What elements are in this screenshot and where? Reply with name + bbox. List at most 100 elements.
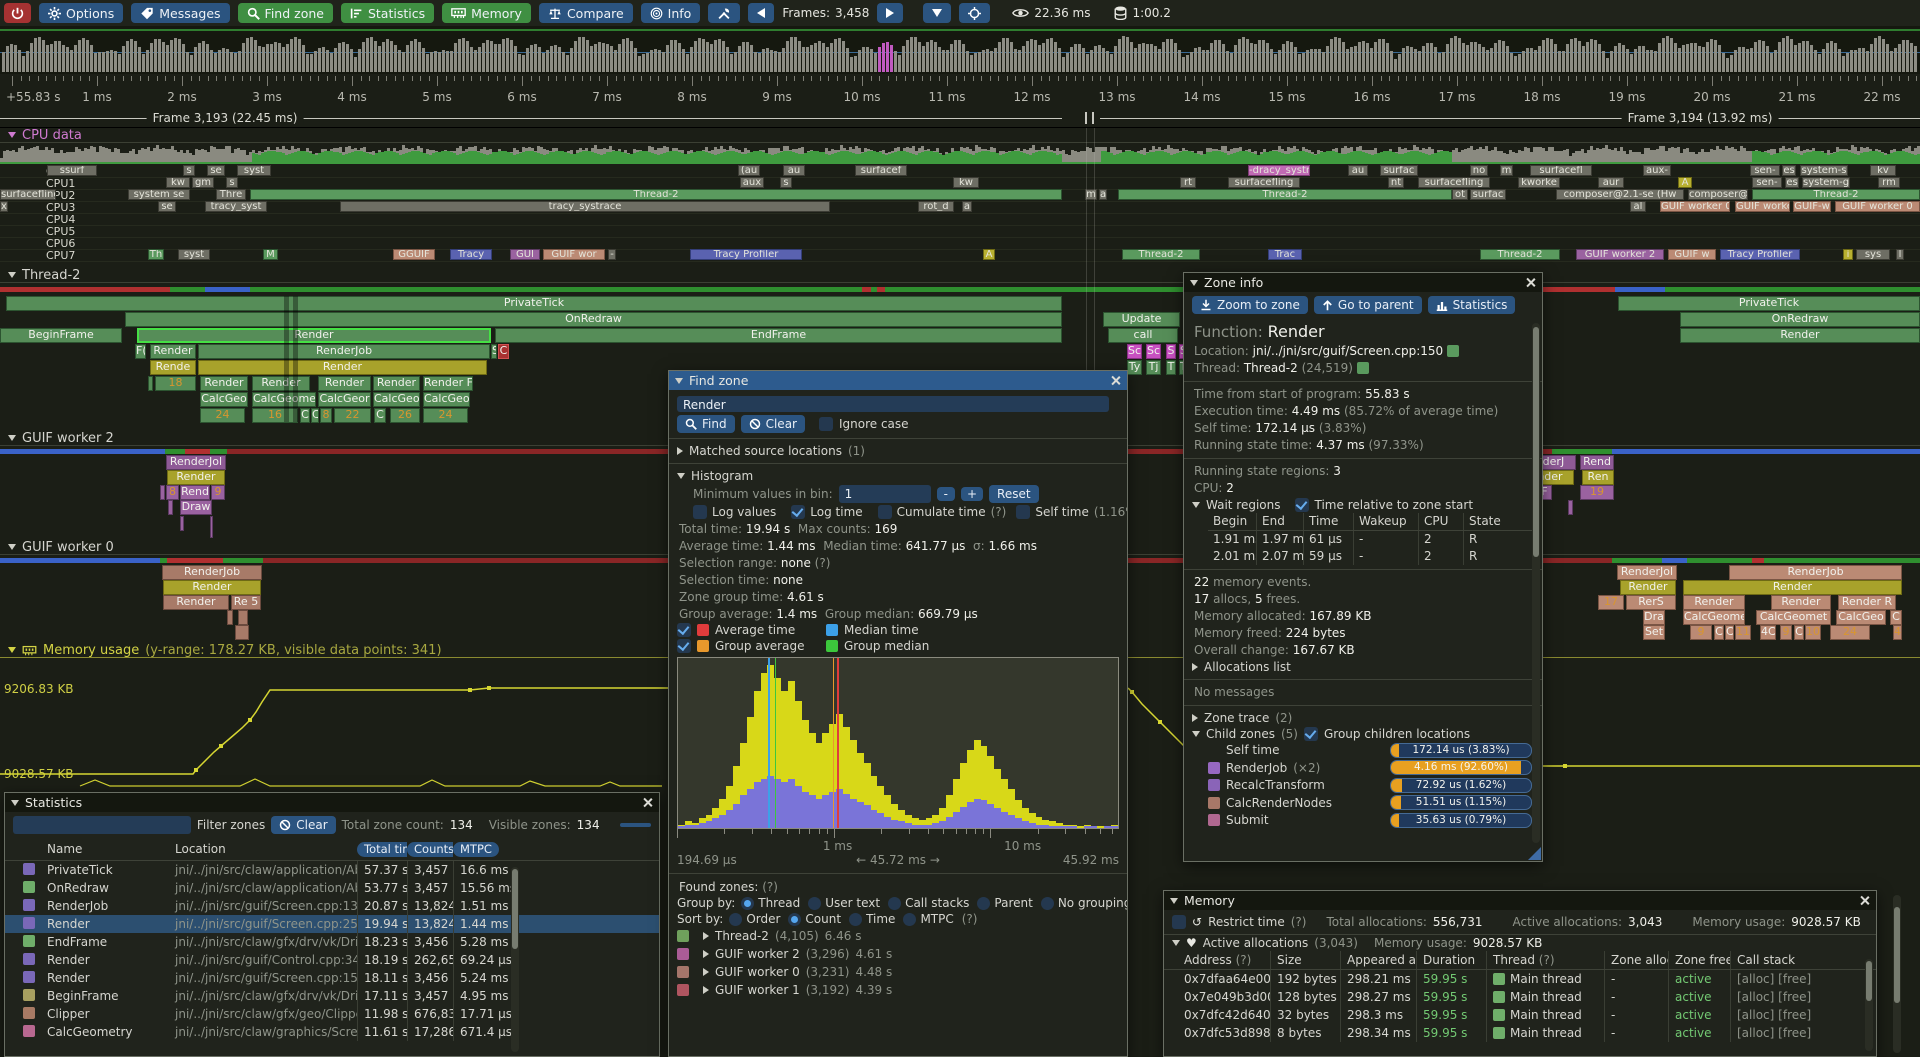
col-mtpc[interactable]: MTPC [453, 841, 499, 857]
timeline-zone[interactable]: Render [373, 376, 420, 391]
group-by-option[interactable]: No grouping [1040, 896, 1127, 910]
timeline-zone[interactable] [235, 625, 249, 640]
alloc-callstack-button[interactable]: [alloc] [1737, 990, 1775, 1004]
col-counts[interactable]: Counts [407, 841, 453, 857]
cpu-zone[interactable]: Tracy Profiler [1720, 249, 1800, 260]
cpu-zone[interactable]: Thread-2 [1118, 189, 1452, 200]
radio-icon[interactable] [808, 896, 822, 910]
cpu-zone[interactable]: sen- [1752, 177, 1782, 188]
radio-icon[interactable] [849, 912, 863, 926]
cpu-zone[interactable]: l [1896, 249, 1904, 260]
messages-button[interactable]: Messages [131, 3, 230, 23]
cpu-zone[interactable]: al [1630, 201, 1646, 212]
option-checkbox[interactable] [1016, 505, 1031, 519]
group-by-option[interactable]: User text [808, 896, 880, 910]
radio-icon[interactable] [1040, 896, 1054, 910]
next-frame-button[interactable] [877, 3, 904, 23]
info-button[interactable]: Info [640, 3, 701, 23]
min-bin-input[interactable]: 1 [838, 485, 931, 503]
cpu-zone[interactable]: system se [128, 189, 190, 200]
timeline-zone[interactable]: C [1725, 625, 1734, 640]
search-input[interactable]: Render [677, 396, 1109, 412]
timeline-zone[interactable]: EndFrame [495, 328, 1062, 343]
timeline-zone[interactable]: PrivateTick [1618, 296, 1920, 311]
cpu-zone[interactable]: surfacef [855, 165, 907, 176]
active-allocations-row[interactable]: ♥ Active allocations (3,043) Memory usag… [1164, 935, 1876, 951]
timeline-zone[interactable]: Render [318, 376, 371, 391]
statistics-row[interactable]: Render jni/../jni/src/guif/Control.cpp:3… [5, 951, 659, 969]
timeline-zone[interactable]: RenderJob [1729, 565, 1902, 580]
timeline-zone[interactable]: Render [1620, 580, 1676, 595]
cpu-zone[interactable]: x [0, 201, 8, 212]
legend-checkbox[interactable] [677, 623, 691, 637]
timeline-zone[interactable]: BeginFrame [0, 328, 122, 343]
timeline-zone[interactable]: 8 [166, 485, 179, 500]
col-duration[interactable]: Duration [1416, 951, 1486, 969]
cpu-zone[interactable]: composer@ [1688, 189, 1748, 200]
timeline-zone[interactable]: C [1890, 610, 1902, 625]
timeline-zone[interactable]: Rende [150, 360, 196, 375]
frame-band[interactable]: Frame 3,193 (22.45 ms) Frame 3,194 (13.9… [0, 110, 1920, 128]
cpu-zone[interactable]: m [1500, 165, 1513, 176]
sort-by-option[interactable]: Count [788, 912, 841, 926]
cpu-zone[interactable]: GGUIF [393, 249, 435, 260]
close-icon[interactable] [1110, 375, 1121, 386]
timeline-zone[interactable]: 4 [1893, 625, 1902, 640]
allocation-row[interactable]: 0x7dfc42d640 32 bytes 298.3 ms 59.95 s M… [1164, 1006, 1876, 1024]
option-checkbox[interactable] [791, 505, 806, 519]
timeline-zone[interactable]: OnRedraw [125, 312, 1062, 327]
cpu-zone[interactable]: m [1085, 189, 1097, 200]
col-size[interactable]: Size [1270, 951, 1340, 969]
timeline-zone[interactable]: T [1166, 360, 1176, 375]
legend-checkbox[interactable] [677, 639, 691, 653]
cpu-zone[interactable]: kworke [1518, 177, 1560, 188]
statistics-row[interactable]: OnRedraw jni/../jni/src/claw/application… [5, 879, 659, 897]
find-button[interactable]: Find [677, 415, 735, 433]
zone-info-scrollbar[interactable] [1532, 323, 1540, 843]
cpu-zone[interactable]: system-s [1800, 165, 1848, 176]
timeline-zone[interactable]: 24 [200, 408, 245, 423]
col-name[interactable]: Name [47, 842, 83, 856]
col-zone-free[interactable]: Zone free [1668, 951, 1730, 969]
histogram-option[interactable]: Log time [791, 505, 867, 519]
timeline-zone[interactable]: Sc [1127, 344, 1142, 359]
alloc-callstack-button[interactable]: [alloc] [1737, 1008, 1775, 1022]
timeline-zone[interactable]: RerS [1626, 595, 1676, 610]
time-ruler[interactable]: +55.83 s 1 ms 2 ms 3 ms 4 ms 5 ms 6 ms 7 ms 8 ms… [0, 74, 1920, 111]
timeline-zone[interactable]: Rend [1580, 455, 1614, 470]
frame-time-graph[interactable] [0, 26, 1920, 74]
col-total-time[interactable]: Total tim [357, 841, 407, 857]
find-zone-titlebar[interactable]: Find zone [669, 371, 1127, 390]
col-zone-alloc[interactable]: Zone alloc [1604, 951, 1668, 969]
time-relative-checkbox[interactable] [1294, 497, 1309, 512]
cpu-zone[interactable]: au [1348, 165, 1368, 176]
thread-color-swatch[interactable] [1356, 362, 1369, 374]
clear-button[interactable]: Clear [740, 415, 805, 433]
zone-trace-row[interactable]: Zone trace (2) [1184, 710, 1542, 726]
timeline-zone[interactable] [227, 610, 233, 625]
cpu-zone[interactable]: surfacefling [0, 189, 56, 200]
group-by-option[interactable]: Parent [977, 896, 1033, 910]
timeline-zone[interactable]: Render [252, 376, 310, 391]
statistics-row[interactable]: PrivateTick jni/../jni/src/claw/applicat… [5, 861, 659, 879]
cpu-zone[interactable]: Thread-2 [1480, 249, 1560, 260]
col-appeared[interactable]: Appeared at [1340, 951, 1416, 969]
close-icon[interactable] [1525, 277, 1536, 288]
timeline-zone[interactable]: Render [1683, 580, 1902, 595]
cpu-zone[interactable]: rot_d [918, 201, 954, 212]
timeline-zone[interactable]: 17 [1598, 595, 1624, 610]
cpu-zone[interactable]: GUIF wor [543, 249, 605, 260]
timeline-zone[interactable]: S [491, 344, 497, 359]
timeline-zone[interactable]: C [1794, 625, 1804, 640]
timeline-zone[interactable]: OnRedraw [1680, 312, 1920, 327]
statistics-row[interactable]: BeginFrame jni/../jni/src/claw/gfx/drv/v… [5, 987, 659, 1005]
cpu-zone[interactable]: se [207, 165, 225, 176]
timeline-zone[interactable]: CalcGeo [1836, 610, 1886, 625]
timeline-zone[interactable]: CalcGeome [252, 392, 316, 407]
statistics-row[interactable]: Render jni/../jni/src/guif/Screen.cpp:25… [5, 915, 659, 933]
statistics-row[interactable]: Clipper jni/../jni/src/claw/gfx/geo/Clip… [5, 1005, 659, 1023]
timeline-zone[interactable]: C [311, 408, 319, 423]
timeline-zone[interactable] [148, 376, 153, 391]
timeline-zone[interactable]: CalcGeo [423, 392, 470, 407]
col-call-stack[interactable]: Call stack [1730, 951, 1860, 969]
